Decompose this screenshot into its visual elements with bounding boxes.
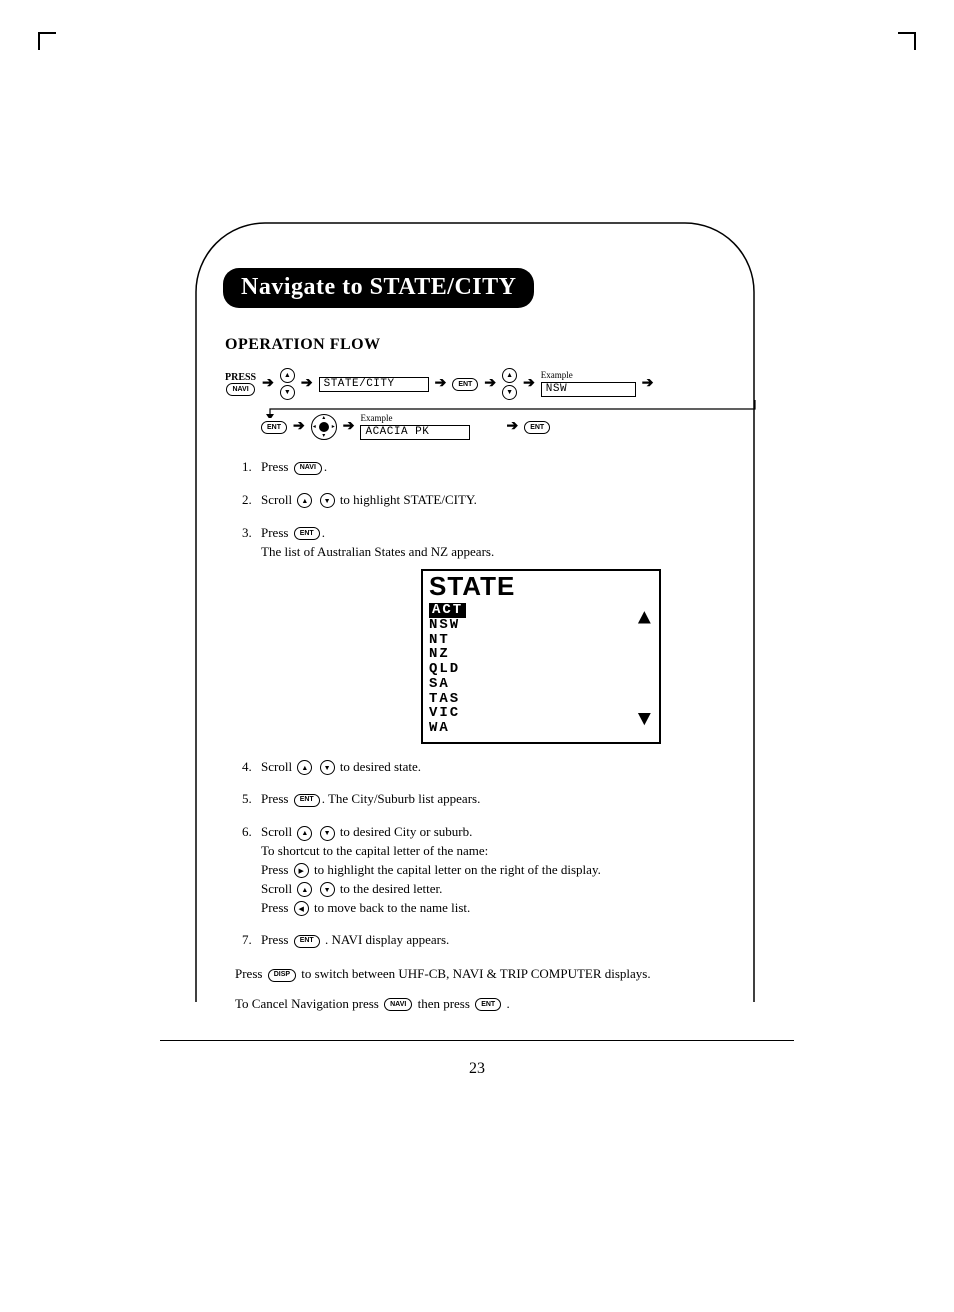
down-button-icon <box>320 826 335 841</box>
example-label: Example <box>541 371 573 380</box>
lcd-state-city: STATE/CITY <box>319 377 429 392</box>
joystick-icon: ▴▾◂▸ <box>311 414 337 440</box>
state-display-list: ACT NSW NT NZ QLD SA TAS VIC WA <box>429 603 638 735</box>
up-button-icon <box>297 760 312 775</box>
lcd-nsw: NSW <box>541 382 636 397</box>
page-number: 23 <box>0 1060 954 1078</box>
step-text: . The City/Suburb list appears. <box>322 791 481 806</box>
up-down-buttons-icon <box>502 368 517 400</box>
up-button-icon <box>297 826 312 841</box>
step-text: Press <box>261 459 292 474</box>
state-item: QLD <box>429 661 460 677</box>
navi-button-icon: NAVI <box>384 998 412 1011</box>
step-text: Press <box>261 932 292 947</box>
crop-mark-top-left <box>38 32 56 50</box>
ent-button-icon: ENT <box>452 378 478 391</box>
operation-flow-diagram: PRESS NAVI ➔ ➔ STATE/CITY ➔ ENT ➔ ➔ <box>225 368 761 440</box>
step-text: Press <box>261 791 292 806</box>
state-item: NT <box>429 632 450 648</box>
step-text: Scroll <box>261 824 295 839</box>
footer-note-2: To Cancel Navigation press NAVI then pre… <box>235 994 755 1014</box>
down-button-icon <box>280 385 295 400</box>
state-display-header: STATE <box>423 571 659 599</box>
instruction-list: Press NAVI. Scroll to highlight STATE/CI… <box>225 458 755 950</box>
step-3: Press ENT. The list of Australian States… <box>255 524 755 744</box>
step-2: Scroll to highlight STATE/CITY. <box>255 491 755 510</box>
step-7: Press ENT . NAVI display appears. <box>255 931 755 950</box>
state-item: SA <box>429 676 450 692</box>
step-text: . NAVI display appears. <box>322 932 450 947</box>
navi-button-icon: NAVI <box>294 462 322 475</box>
state-item: NSW <box>429 617 460 633</box>
ent-button-icon: ENT <box>294 935 320 948</box>
disp-button-icon: DISP <box>268 969 296 982</box>
arrow-right-icon: ➔ <box>435 377 447 391</box>
up-button-icon <box>280 368 295 383</box>
ent-button-icon: ENT <box>294 794 320 807</box>
step-6: Scroll to desired City or suburb. To sho… <box>255 823 755 917</box>
down-button-icon <box>320 760 335 775</box>
press-label: PRESS <box>225 373 256 383</box>
page: Navigate to STATE/CITY OPERATION FLOW PR… <box>0 0 954 1312</box>
arrow-right-icon: ➔ <box>262 377 274 391</box>
step-4: Scroll to desired state. <box>255 758 755 777</box>
step-text: Scroll <box>261 759 295 774</box>
step-subtext: The list of Australian States and NZ app… <box>261 543 755 562</box>
flow-return-line <box>225 400 761 414</box>
arrow-right-icon: ➔ <box>642 377 654 391</box>
ent-button-icon: ENT <box>475 998 501 1011</box>
navi-button-icon: NAVI <box>226 383 254 396</box>
step-text: . <box>324 459 327 474</box>
up-button-icon <box>502 368 517 383</box>
right-button-icon <box>294 863 309 878</box>
ent-button-icon: ENT <box>261 421 287 434</box>
step-subtext: To shortcut to the capital letter of the… <box>261 842 755 861</box>
step-text: . <box>322 525 325 540</box>
footer-rule <box>160 1040 794 1041</box>
arrow-right-icon: ➔ <box>523 377 535 391</box>
scroll-up-icon: ▲ <box>638 607 653 630</box>
state-item: TAS <box>429 691 460 707</box>
arrow-right-icon: ➔ <box>343 420 355 434</box>
step-1: Press NAVI. <box>255 458 755 477</box>
state-item-selected: ACT <box>429 603 466 618</box>
down-button-icon <box>320 882 335 897</box>
section-heading: OPERATION FLOW <box>225 336 755 354</box>
arrow-right-icon: ➔ <box>506 420 518 434</box>
left-button-icon <box>294 901 309 916</box>
arrow-right-icon: ➔ <box>484 377 496 391</box>
ent-button-icon: ENT <box>294 527 320 540</box>
lcd-acacia: ACACIA PK <box>360 425 470 440</box>
down-button-icon <box>320 493 335 508</box>
state-item: NZ <box>429 646 450 662</box>
up-button-icon <box>297 882 312 897</box>
step-subtext: Press to move back to the name list. <box>261 899 755 918</box>
step-subtext: Scroll to the desired letter. <box>261 880 755 899</box>
arrow-right-icon: ➔ <box>301 377 313 391</box>
step-text: to desired City or suburb. <box>337 824 473 839</box>
step-text: Scroll <box>261 492 295 507</box>
state-item: WA <box>429 720 450 736</box>
page-title-text: Navigate to STATE/CITY <box>241 274 516 300</box>
step-text: to desired state. <box>337 759 421 774</box>
page-title-pill: Navigate to STATE/CITY <box>223 268 534 308</box>
up-down-buttons-icon <box>280 368 295 400</box>
ent-button-icon: ENT <box>524 421 550 434</box>
up-button-icon <box>297 493 312 508</box>
step-5: Press ENT. The City/Suburb list appears. <box>255 790 755 809</box>
down-button-icon <box>502 385 517 400</box>
state-item: VIC <box>429 705 460 721</box>
step-text: to highlight STATE/CITY. <box>337 492 477 507</box>
step-text: Press <box>261 525 292 540</box>
step-subtext: Press to highlight the capital letter on… <box>261 861 755 880</box>
crop-mark-top-right <box>898 32 916 50</box>
arrow-right-icon: ➔ <box>293 420 305 434</box>
scroll-down-icon: ▼ <box>638 708 653 731</box>
footer-note-1: Press DISP to switch between UHF-CB, NAV… <box>235 964 755 984</box>
state-list-display: STATE ACT NSW NT NZ QLD SA TAS VIC WA <box>421 569 661 743</box>
